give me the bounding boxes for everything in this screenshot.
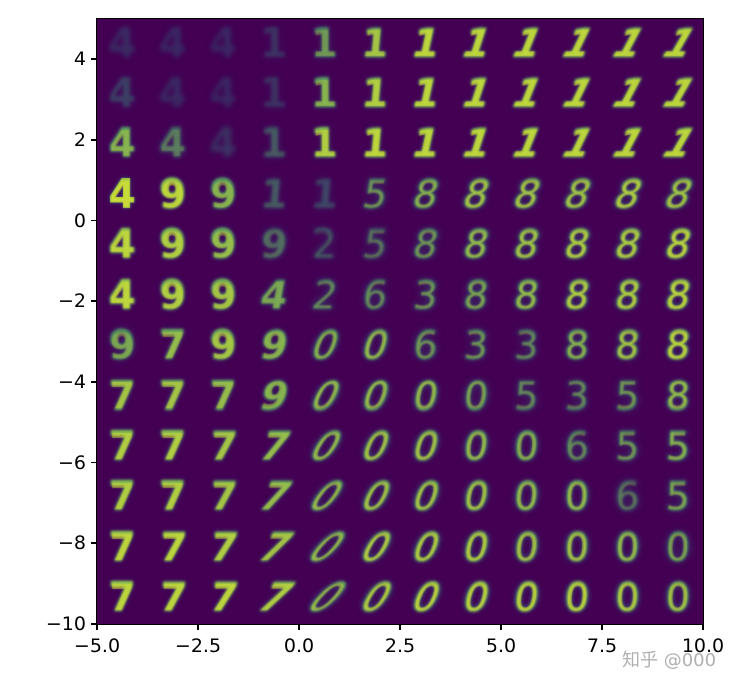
x-tick-label: 5.0 xyxy=(485,635,517,657)
x-tick-mark xyxy=(702,624,704,630)
y-tick-mark xyxy=(91,542,97,544)
y-tick-label: −10 xyxy=(45,613,86,635)
plot-area xyxy=(97,19,703,624)
x-tick-mark xyxy=(96,624,98,630)
x-tick-mark xyxy=(500,624,502,630)
y-tick-label: −4 xyxy=(57,371,86,393)
y-tick-label: 4 xyxy=(73,48,86,71)
y-tick-label: 2 xyxy=(73,129,86,151)
x-tick-label: −2.5 xyxy=(174,635,222,657)
x-tick-mark xyxy=(197,624,199,630)
x-tick-label: −5.0 xyxy=(73,635,121,657)
x-tick-mark xyxy=(601,624,603,630)
y-tick-label: −6 xyxy=(57,451,86,474)
x-tick-label: 10.0 xyxy=(681,635,725,657)
y-tick-label: −2 xyxy=(57,290,86,313)
x-tick-label: 2.5 xyxy=(384,635,416,657)
x-tick-mark xyxy=(399,624,401,630)
y-tick-mark xyxy=(91,58,97,60)
x-tick-label: 7.5 xyxy=(586,635,618,657)
y-tick-mark xyxy=(91,461,97,464)
x-tick-mark xyxy=(298,624,300,630)
y-tick-mark xyxy=(91,139,97,141)
y-tick-label: −8 xyxy=(57,532,86,555)
watermark: 知乎 @000 xyxy=(622,650,717,671)
y-tick-mark xyxy=(91,381,97,383)
latent-digit-grid xyxy=(97,19,703,624)
y-tick-mark xyxy=(91,219,97,222)
y-tick-label: 0 xyxy=(73,209,86,232)
y-tick-mark xyxy=(91,300,97,302)
y-tick-mark xyxy=(91,623,97,625)
x-tick-label: 0.0 xyxy=(283,635,315,657)
